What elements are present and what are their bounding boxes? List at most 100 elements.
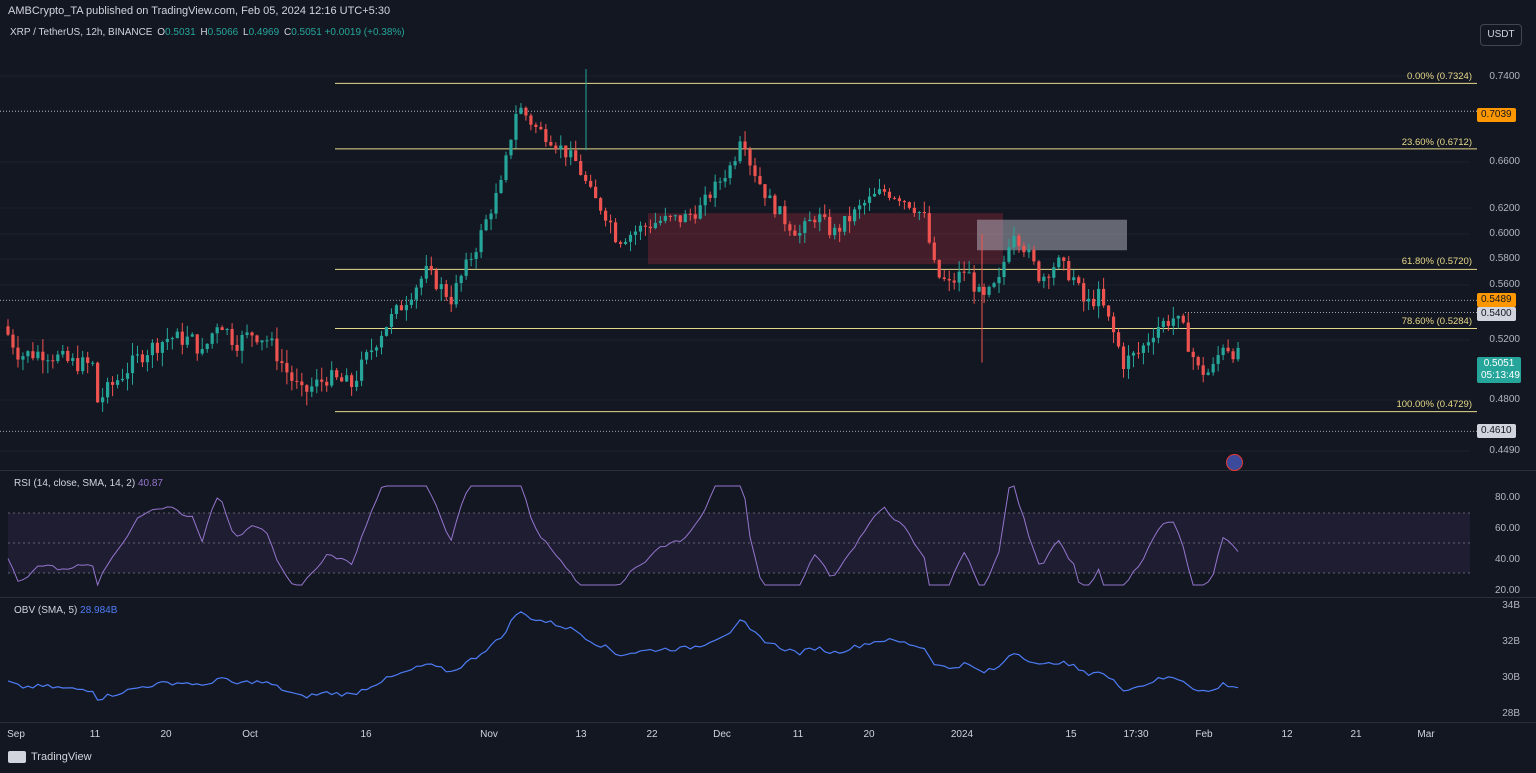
candle-body xyxy=(1037,261,1041,282)
candle-body xyxy=(469,258,473,260)
candle-body xyxy=(205,343,209,350)
candle-body xyxy=(1226,347,1230,352)
candle-body xyxy=(369,350,374,353)
time-tick: 11 xyxy=(792,729,804,740)
ohlc-high-key: H xyxy=(200,27,208,38)
candle-body xyxy=(678,215,682,223)
candle-body xyxy=(723,178,727,182)
time-tick: 11 xyxy=(89,729,101,740)
candle-body xyxy=(982,286,986,295)
candle-body xyxy=(693,214,697,219)
currency-button[interactable]: USDT xyxy=(1480,24,1522,46)
symbol-name[interactable]: XRP / TetherUS, 12h, BINANCE xyxy=(10,27,153,38)
candle-body xyxy=(927,213,931,243)
candle-body xyxy=(1181,315,1185,323)
candle-body xyxy=(633,231,638,235)
candle-body xyxy=(1146,342,1151,346)
candle-body xyxy=(758,175,762,185)
candle-body xyxy=(688,213,692,215)
candle-body xyxy=(1022,245,1026,253)
candle-body xyxy=(867,196,872,203)
candle-body xyxy=(255,335,259,343)
rsi-label: RSI (14, close, SMA, 14, 2) xyxy=(14,478,136,489)
candle-body xyxy=(828,216,832,236)
candle-body xyxy=(514,113,518,140)
candle-body xyxy=(1092,298,1096,307)
candle-body xyxy=(902,201,906,203)
candle-body xyxy=(708,194,712,198)
candle-body xyxy=(589,180,593,187)
candle-body xyxy=(763,184,767,199)
candle-body xyxy=(947,278,951,281)
us-flag-event-icon[interactable] xyxy=(1226,454,1243,471)
obv-label: OBV (SMA, 5) xyxy=(14,605,78,616)
candle-body xyxy=(270,338,274,341)
ohlc-low-key: L xyxy=(243,27,249,38)
candle-body xyxy=(439,284,443,290)
candle-body xyxy=(793,230,797,236)
candle-body xyxy=(51,360,55,362)
candle-body xyxy=(1017,235,1021,246)
candle-body xyxy=(399,305,404,311)
candle-body xyxy=(783,206,787,225)
candle-body xyxy=(330,370,334,386)
price-tick: 0.5600 xyxy=(1489,279,1520,290)
candle-body xyxy=(853,209,857,222)
candle-body xyxy=(364,352,369,360)
candle-body xyxy=(315,379,319,387)
price-tag-0540: 0.5400 xyxy=(1477,307,1516,321)
candle-body xyxy=(110,382,115,385)
candle-body xyxy=(384,326,389,336)
candle-body xyxy=(808,219,812,222)
candle-body xyxy=(220,327,224,331)
candle-body xyxy=(230,329,234,345)
candle-body xyxy=(1236,347,1240,360)
obv-legend[interactable]: OBV (SMA, 5) 28.984B xyxy=(14,605,117,616)
time-tick: Feb xyxy=(1195,729,1213,740)
price-tick: 0.5200 xyxy=(1489,334,1520,345)
candle-body xyxy=(484,219,488,231)
candle-body xyxy=(1102,288,1106,306)
candle-body xyxy=(599,198,603,211)
candle-body xyxy=(1206,372,1210,375)
candle-body xyxy=(41,351,45,361)
candle-body xyxy=(569,150,573,158)
candle-body xyxy=(579,161,583,175)
candle-body xyxy=(135,354,140,356)
candle-body xyxy=(663,215,667,221)
rsi-legend[interactable]: RSI (14, close, SMA, 14, 2) 40.87 xyxy=(14,478,163,489)
candle-body xyxy=(374,347,379,351)
time-tick: 13 xyxy=(575,729,587,740)
candle-body xyxy=(658,220,662,223)
time-tick: 20 xyxy=(160,729,172,740)
candle-body xyxy=(1201,365,1205,375)
candle-body xyxy=(539,126,543,130)
candle-body xyxy=(91,362,95,364)
price-tick: 0.6200 xyxy=(1489,203,1520,214)
candle-body xyxy=(628,234,633,242)
candle-body xyxy=(1131,352,1136,356)
candle-body xyxy=(738,141,742,162)
candle-body xyxy=(743,141,747,150)
obv-tick: 32B xyxy=(1502,636,1520,647)
obv-line xyxy=(7,611,1239,701)
candle-body xyxy=(1087,298,1091,302)
candle-body xyxy=(1106,305,1111,317)
candle-body xyxy=(479,230,483,253)
fib-label-0: 0.00% (0.7324) xyxy=(1407,71,1472,82)
candle-body xyxy=(404,304,408,311)
candle-body xyxy=(389,314,394,327)
candle-body xyxy=(429,265,433,271)
tradingview-logo[interactable]: TradingView xyxy=(8,751,92,763)
rsi-pane xyxy=(7,485,1470,587)
candle-body xyxy=(653,222,657,229)
candle-body xyxy=(26,351,30,357)
publisher-line: AMBCrypto_TA published on TradingView.co… xyxy=(8,5,391,17)
fib-label-236: 23.60% (0.6712) xyxy=(1401,137,1472,148)
candle-body xyxy=(1141,345,1146,353)
time-tick: 21 xyxy=(1350,729,1362,740)
ohlc-low: 0.4969 xyxy=(248,27,280,38)
candle-body xyxy=(130,355,135,374)
candle-body xyxy=(355,380,359,387)
